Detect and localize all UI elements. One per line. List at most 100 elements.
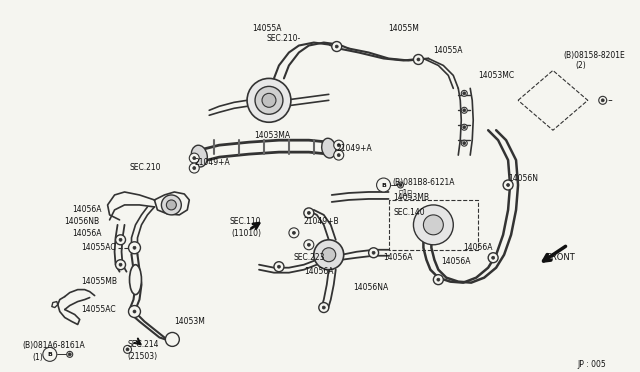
Circle shape [463, 126, 466, 129]
Circle shape [119, 238, 122, 241]
Circle shape [307, 211, 310, 214]
Ellipse shape [322, 138, 336, 158]
Text: 14053MB: 14053MB [394, 193, 429, 202]
Text: 14056NA: 14056NA [354, 283, 389, 292]
Text: 14055M: 14055M [388, 24, 419, 33]
Circle shape [424, 215, 444, 235]
Text: B: B [381, 183, 386, 187]
Text: SEC.223: SEC.223 [294, 253, 325, 262]
Circle shape [461, 124, 467, 130]
Circle shape [193, 167, 196, 170]
Circle shape [463, 92, 466, 95]
Text: 14056A: 14056A [383, 253, 413, 262]
Circle shape [262, 93, 276, 107]
Circle shape [189, 163, 199, 173]
Circle shape [437, 278, 440, 281]
Text: (21503): (21503) [127, 352, 157, 361]
Circle shape [323, 306, 325, 309]
Circle shape [413, 205, 453, 245]
Circle shape [372, 251, 375, 254]
Circle shape [433, 275, 444, 285]
Circle shape [461, 140, 467, 146]
Circle shape [399, 183, 402, 186]
Circle shape [337, 144, 340, 147]
Text: 14053MC: 14053MC [478, 71, 515, 80]
Circle shape [492, 256, 495, 259]
Text: 21049+A: 21049+A [195, 158, 230, 167]
Circle shape [307, 243, 310, 246]
Circle shape [304, 208, 314, 218]
Circle shape [314, 240, 344, 270]
Text: SEC.210-: SEC.210- [267, 34, 301, 43]
Circle shape [119, 263, 122, 266]
Circle shape [304, 240, 314, 250]
Circle shape [292, 231, 296, 234]
Circle shape [337, 154, 340, 157]
Text: SEC.140: SEC.140 [394, 208, 425, 217]
Circle shape [68, 353, 71, 356]
Circle shape [397, 182, 403, 188]
Text: SEC.210: SEC.210 [129, 163, 161, 171]
Text: 14056A: 14056A [442, 257, 471, 266]
Text: 14055MB: 14055MB [82, 277, 118, 286]
Text: B: B [47, 352, 52, 357]
Text: JP : 005: JP : 005 [578, 360, 607, 369]
Circle shape [255, 86, 283, 114]
Circle shape [116, 260, 125, 270]
Circle shape [376, 178, 390, 192]
Text: 14056A: 14056A [72, 205, 101, 214]
Circle shape [116, 235, 125, 245]
Text: 14055A: 14055A [252, 24, 282, 33]
Circle shape [289, 228, 299, 238]
Circle shape [417, 58, 420, 61]
Circle shape [166, 200, 177, 210]
Circle shape [335, 45, 338, 48]
Ellipse shape [191, 145, 207, 167]
Circle shape [413, 54, 424, 64]
Circle shape [193, 157, 196, 160]
Circle shape [124, 345, 131, 353]
Text: SEC.214: SEC.214 [127, 340, 159, 349]
Circle shape [461, 107, 467, 113]
Circle shape [126, 348, 129, 351]
Circle shape [278, 265, 280, 268]
Text: FRONT: FRONT [546, 253, 575, 262]
Circle shape [161, 195, 181, 215]
Circle shape [461, 90, 467, 96]
Circle shape [503, 180, 513, 190]
Text: （1）: （1） [399, 189, 413, 198]
Circle shape [165, 333, 179, 346]
Circle shape [43, 347, 57, 361]
Text: 14056A: 14056A [72, 229, 101, 238]
Circle shape [601, 99, 604, 102]
Text: 14056NB: 14056NB [64, 217, 99, 227]
Text: (11010): (11010) [231, 229, 261, 238]
Circle shape [133, 310, 136, 313]
Text: (2): (2) [576, 61, 587, 70]
Text: 21049+B: 21049+B [304, 217, 339, 227]
Circle shape [488, 253, 498, 263]
Circle shape [463, 142, 466, 145]
Circle shape [274, 262, 284, 272]
Text: (B)081B8-6121A: (B)081B8-6121A [392, 177, 455, 186]
Text: 14053M: 14053M [174, 317, 205, 326]
Text: (B)081A6-8161A: (B)081A6-8161A [22, 341, 84, 350]
Circle shape [319, 302, 329, 312]
Text: 21049+A: 21049+A [337, 144, 372, 153]
Circle shape [189, 153, 199, 163]
Text: (B)08158-8201E: (B)08158-8201E [563, 51, 625, 60]
Circle shape [507, 183, 509, 186]
Text: 14055AC: 14055AC [82, 305, 116, 314]
Text: 14056N: 14056N [508, 173, 538, 183]
Circle shape [322, 248, 336, 262]
Text: (1): (1) [32, 353, 43, 362]
Text: 14056A: 14056A [304, 267, 333, 276]
Text: 14053MA: 14053MA [254, 131, 290, 140]
Circle shape [129, 242, 140, 254]
Text: 14056A: 14056A [463, 243, 493, 252]
Circle shape [133, 246, 136, 249]
Text: SEC.110: SEC.110 [229, 217, 260, 227]
Circle shape [129, 305, 140, 318]
Ellipse shape [129, 265, 141, 295]
Circle shape [333, 140, 344, 150]
